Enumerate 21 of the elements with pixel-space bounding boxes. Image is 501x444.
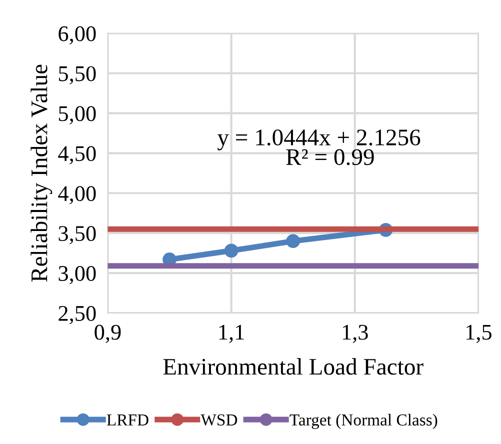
x-tick-label: 1,5 [466,324,492,343]
x-tick-label: 1,1 [219,324,244,343]
y-tick-label: 5,00 [59,106,96,124]
point [224,244,238,258]
point [286,234,300,248]
y-tick-label: 3,00 [58,266,96,284]
y-tick-label: 6,00 [58,26,96,44]
legend-label: WSD [200,414,238,426]
legend-label: LRFD [106,414,148,426]
y-tick-label: 4,50 [58,146,96,164]
x-axis-title: Environmental Load Factor [163,358,424,375]
legend-label: Target (Normal Class) [290,414,438,429]
x-tick-label: 1,3 [342,324,368,343]
x-tick-label: 0,9 [94,324,121,343]
annotation: y = 1.0444x + 2.1256 [217,130,420,150]
y-axis-title: Reliability Index Value [30,64,52,282]
y-tick-label: 5,50 [59,66,96,84]
y-tick-label: 2,50 [58,306,96,324]
y-tick-label: 3,50 [58,226,96,244]
y-tick-label: 4,00 [58,186,96,204]
annotation: R² = 0.99 [286,149,374,166]
